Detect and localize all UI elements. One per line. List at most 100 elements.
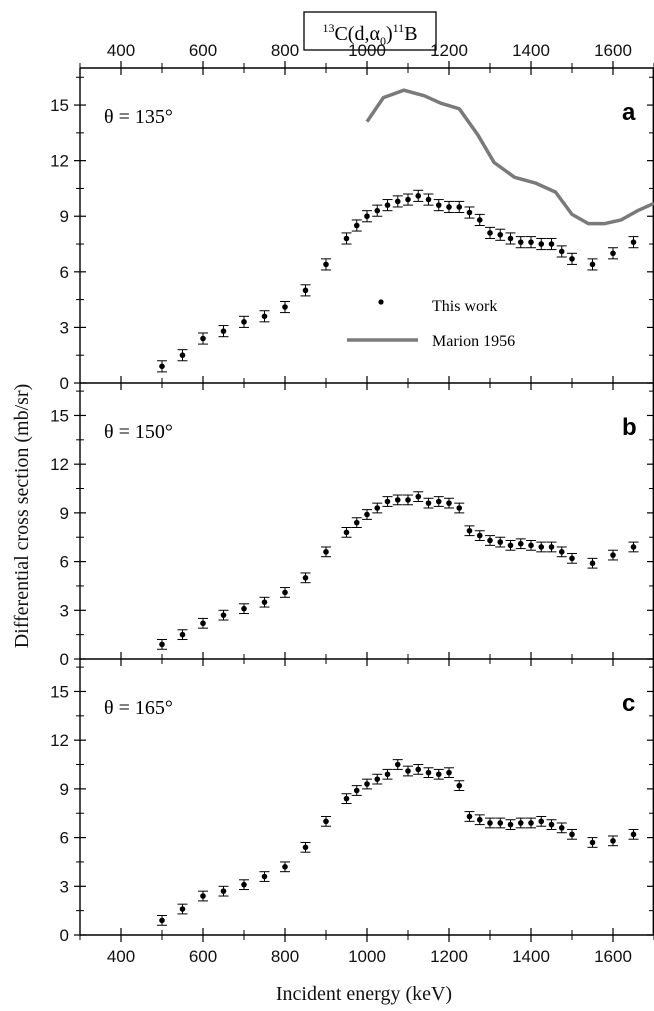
point-marker (364, 511, 370, 518)
data-point (321, 815, 331, 827)
point-marker (548, 821, 555, 828)
data-point (536, 815, 547, 827)
data-point (474, 530, 485, 541)
point-marker (517, 540, 524, 547)
point-marker (630, 831, 637, 838)
data-point (382, 199, 393, 212)
legend: This work Marion 1956 (347, 298, 515, 350)
data-point (567, 252, 577, 265)
point-marker (220, 328, 227, 334)
data-point (505, 539, 516, 551)
point-marker (487, 537, 493, 544)
point-marker (179, 631, 186, 638)
point-marker (548, 544, 555, 550)
point-marker (435, 771, 442, 778)
point-marker (261, 313, 268, 320)
point-marker (630, 544, 637, 550)
point-marker (589, 560, 596, 567)
point-marker (569, 555, 575, 562)
data-point (177, 349, 188, 362)
point-marker (456, 204, 463, 210)
data-point (372, 773, 383, 785)
data-point (515, 817, 526, 829)
angle-label: θ = 165° (104, 697, 173, 719)
data-point (608, 247, 618, 260)
data-point (382, 768, 393, 780)
data-point (382, 496, 393, 507)
data-point (351, 219, 362, 232)
point-marker (538, 544, 545, 550)
y-tick-label: 0 (60, 926, 69, 945)
point-marker (220, 612, 227, 618)
data-point (239, 879, 249, 891)
data-point (546, 541, 557, 553)
data-point (157, 360, 167, 373)
x-tick-label: 1400 (512, 947, 550, 966)
point-marker (323, 818, 329, 825)
point-marker (528, 239, 534, 245)
point-marker (302, 575, 309, 581)
point-marker (384, 498, 391, 505)
point-marker (200, 335, 206, 342)
data-point (556, 546, 567, 558)
point-marker (610, 250, 616, 257)
data-point (321, 258, 331, 271)
point-marker (589, 839, 596, 846)
data-point (403, 765, 413, 777)
data-point (526, 817, 536, 829)
point-marker (507, 235, 514, 242)
angle-label: θ = 150° (104, 421, 173, 443)
data-point (157, 915, 167, 926)
data-point (474, 814, 485, 826)
data-point (198, 890, 208, 902)
point-marker (435, 202, 442, 208)
angle-label: θ = 135° (104, 106, 173, 128)
data-point (628, 828, 639, 840)
data-point (239, 603, 249, 615)
x-top-tick-label: 600 (189, 41, 217, 60)
point-marker (282, 304, 288, 310)
data-point (536, 237, 547, 251)
data-point (198, 617, 208, 629)
point-marker (220, 888, 227, 894)
data-point (608, 549, 618, 561)
data-point (372, 204, 383, 217)
data-point (505, 232, 516, 245)
data-point (567, 828, 577, 840)
legend-this-work: This work (432, 298, 497, 315)
point-marker (405, 768, 411, 774)
data-point (351, 517, 362, 528)
point-marker (497, 820, 504, 826)
y-tick-label: 3 (60, 318, 69, 337)
data-point (444, 767, 454, 779)
data-point (546, 819, 557, 830)
data-point (464, 525, 475, 537)
data-point (392, 195, 403, 208)
y-tick-label: 15 (50, 96, 69, 115)
point-marker (476, 532, 483, 539)
point-marker (302, 287, 309, 294)
data-point (372, 502, 383, 514)
x-top-tick-label: 1600 (594, 41, 632, 60)
point-marker (405, 196, 411, 203)
point-marker (261, 599, 268, 605)
x-tick-label: 600 (189, 947, 217, 966)
data-point (413, 764, 424, 775)
title-sub: 0 (380, 34, 386, 48)
x-tick-label: 400 (107, 947, 135, 966)
point-marker (241, 319, 247, 325)
x-top-tick-label: 1000 (348, 41, 386, 60)
data-point (587, 837, 598, 848)
y-tick-label: 12 (50, 731, 69, 750)
data-point (177, 629, 188, 641)
data-point (526, 539, 536, 551)
data-point (454, 502, 465, 514)
point-marker (415, 766, 422, 773)
data-point (526, 236, 536, 249)
data-point (485, 535, 495, 546)
x-tick-label: 1200 (430, 947, 468, 966)
data-point (515, 236, 526, 249)
point-marker (374, 776, 381, 782)
data-point (485, 817, 495, 829)
